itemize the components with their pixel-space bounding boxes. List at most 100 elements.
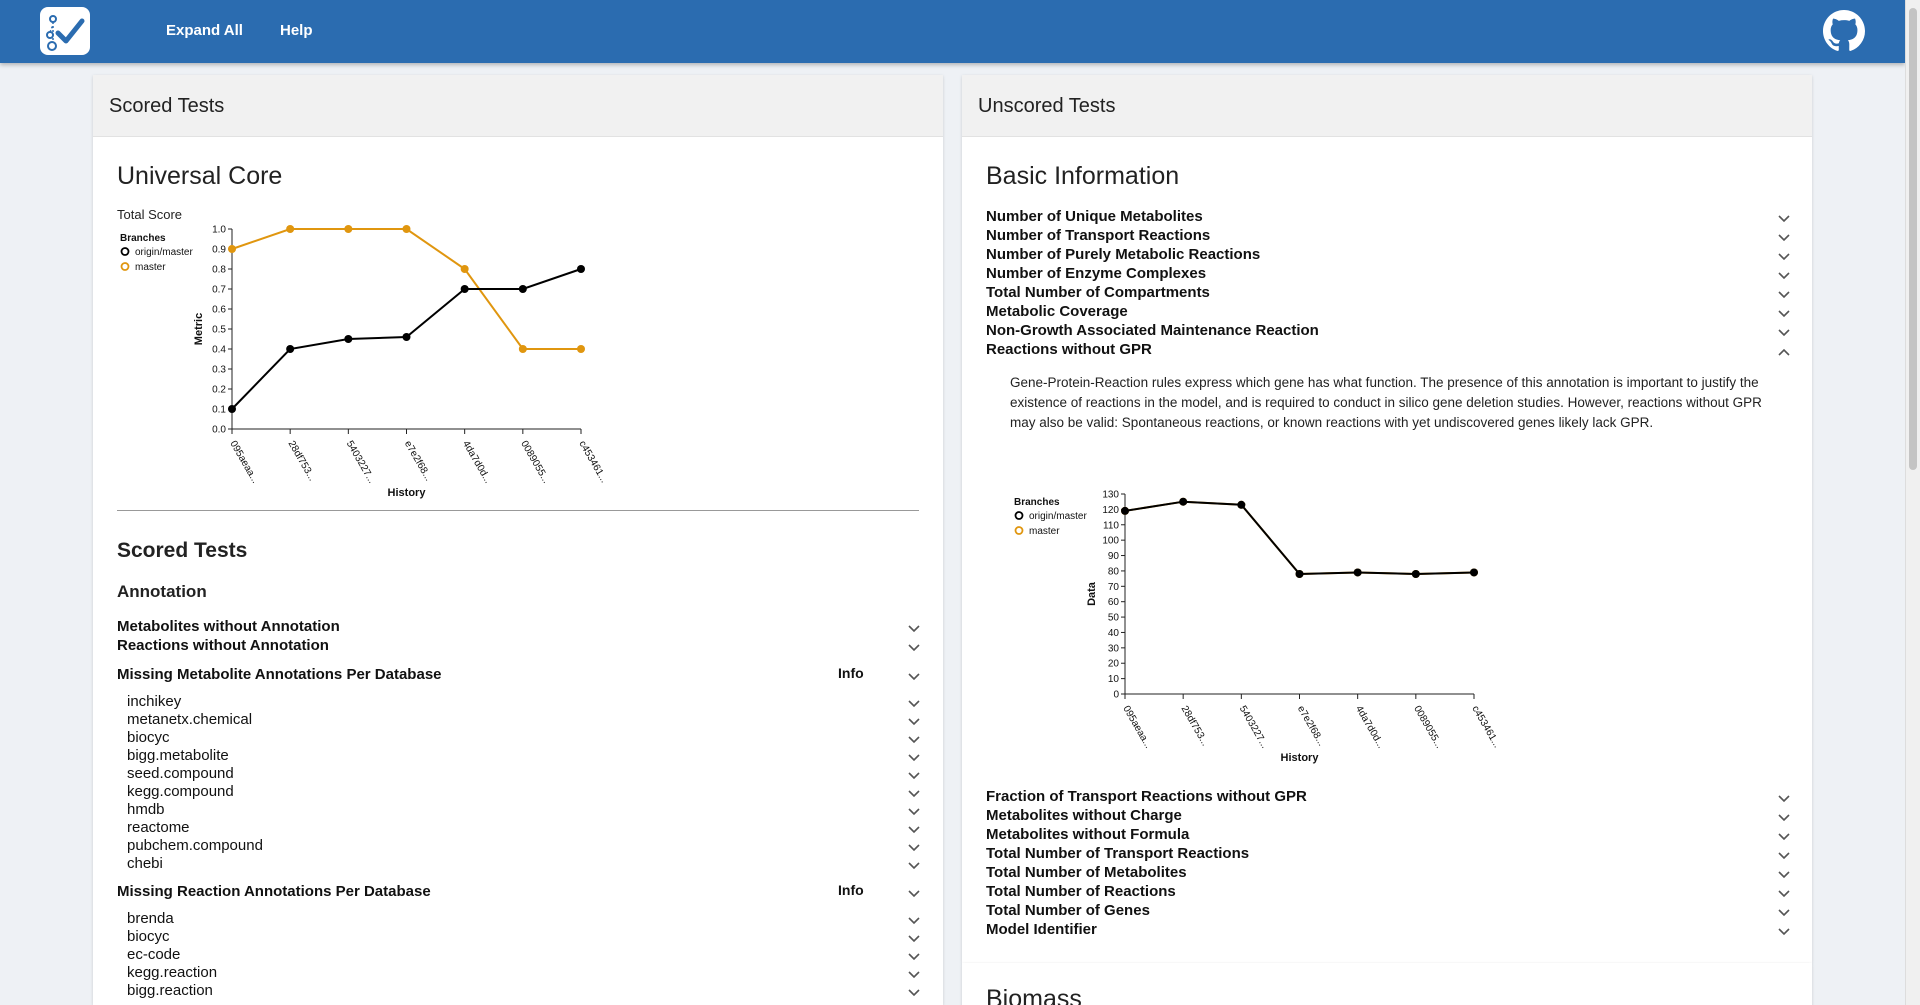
legend-marker [120,262,130,271]
chevron-down-icon[interactable] [907,934,921,944]
chevron-down-icon[interactable] [907,988,921,998]
y-tick-label: 0.4 [212,345,226,356]
metabolite-database-item[interactable]: pubchem.compound [127,837,263,854]
y-tick-label: 0.3 [212,365,226,376]
unscored-test-item[interactable]: Number of Purely Metabolic Reactions [986,246,1261,263]
y-tick-label: 0.7 [212,285,226,296]
chevron-down-icon[interactable] [907,735,921,745]
metabolite-database-item[interactable]: bigg.metabolite [127,747,229,764]
metabolite-database-item[interactable]: inchikey [127,693,182,710]
unscored-test-item[interactable]: Metabolic Coverage [986,303,1128,320]
universal-core-title: Universal Core [117,162,283,190]
chevron-down-icon[interactable] [907,970,921,980]
metabolite-database-item[interactable]: metanetx.chemical [127,711,253,728]
missing-reaction-info-button[interactable]: Info [838,882,864,898]
scored-test-item[interactable]: Metabolites without Annotation [117,618,340,635]
missing-reaction-annotations[interactable]: Missing Reaction Annotations Per Databas… [117,883,431,900]
chevron-down-icon[interactable] [907,643,921,653]
unscored-test-item[interactable]: Number of Transport Reactions [986,227,1211,244]
data-point [1470,568,1478,577]
y-tick-label: 0.9 [212,245,226,256]
chevron-down-icon[interactable] [907,916,921,926]
chevron-down-icon[interactable] [907,753,921,763]
unscored-test-item[interactable]: Total Number of Compartments [986,284,1210,301]
chevron-down-icon[interactable] [1777,813,1791,823]
unscored-test-item[interactable]: Total Number of Metabolites [986,864,1187,881]
unscored-test-item[interactable]: Number of Enzyme Complexes [986,265,1207,282]
chevron-down-icon[interactable] [907,771,921,781]
help-link[interactable]: Help [280,22,313,39]
reaction-database-item[interactable]: kegg.reaction [127,964,218,981]
chevron-down-icon[interactable] [1777,271,1791,281]
metabolite-database-item[interactable]: seed.compound [127,765,234,782]
chevron-down-icon[interactable] [1777,889,1791,899]
page-scrollbar[interactable] [1905,0,1920,1005]
unscored-test-item[interactable]: Non-Growth Associated Maintenance Reacti… [986,322,1319,339]
data-point [286,345,295,353]
y-tick-label: 0.1 [212,405,226,416]
missing-metabolite-info-button[interactable]: Info [838,665,864,681]
chevron-down-icon[interactable] [907,672,921,682]
unscored-test-item[interactable]: Total Number of Genes [986,902,1150,919]
y-tick-label: 10 [1108,674,1120,685]
unscored-test-item[interactable]: Reactions without GPR [986,341,1152,358]
data-point [577,265,585,273]
scrollbar-thumb[interactable] [1909,8,1917,470]
annotation-heading: Annotation [117,582,207,601]
chevron-down-icon[interactable] [907,699,921,709]
scored-test-item[interactable]: Reactions without Annotation [117,637,329,654]
y-tick-label: 50 [1108,613,1120,624]
gpr-description: Gene-Protein-Reaction rules express whic… [1010,375,1762,430]
metabolite-database-item[interactable]: chebi [127,855,163,872]
chevron-down-icon[interactable] [907,889,921,899]
chevron-down-icon[interactable] [907,807,921,817]
chevron-down-icon[interactable] [907,843,921,853]
chevron-down-icon[interactable] [1777,794,1791,804]
reaction-database-item[interactable]: bigg.reaction [127,982,213,999]
chevron-down-icon[interactable] [907,825,921,835]
data-point [460,285,469,293]
metabolite-database-item[interactable]: biocyc [127,729,170,746]
memote-logo[interactable] [40,7,90,55]
chevron-down-icon[interactable] [1777,290,1791,300]
chevron-down-icon[interactable] [1777,233,1791,243]
metabolite-database-item[interactable]: kegg.compound [127,783,234,800]
unscored-test-item[interactable]: Number of Unique Metabolites [986,208,1203,225]
unscored-test-item[interactable]: Total Number of Transport Reactions [986,845,1250,862]
y-axis-label: Data [1086,581,1098,606]
reaction-database-item[interactable]: ec-code [127,946,181,963]
chevron-down-icon[interactable] [1777,870,1791,880]
chevron-down-icon[interactable] [907,789,921,799]
chevron-down-icon[interactable] [1777,252,1791,262]
unscored-test-item[interactable]: Model Identifier [986,921,1097,938]
chevron-down-icon[interactable] [1777,927,1791,937]
metabolite-database-item[interactable]: hmdb [127,801,165,818]
chevron-down-icon[interactable] [1777,832,1791,842]
chevron-down-icon[interactable] [1777,309,1791,319]
x-tick-label: e7e2f68... [402,439,434,483]
reaction-database-item[interactable]: brenda [127,910,174,927]
unscored-test-item[interactable]: Fraction of Transport Reactions without … [986,788,1307,805]
chevron-down-icon[interactable] [1777,851,1791,861]
reaction-database-item[interactable]: biocyc [127,928,170,945]
metabolite-database-item[interactable]: reactome [127,819,190,836]
chevron-down-icon[interactable] [1777,908,1791,918]
chevron-down-icon[interactable] [907,624,921,634]
y-tick-label: 130 [1102,490,1119,501]
unscored-test-item[interactable]: Total Number of Reactions [986,883,1176,900]
chevron-down-icon[interactable] [1777,328,1791,338]
missing-metabolite-annotations[interactable]: Missing Metabolite Annotations Per Datab… [117,666,442,683]
logo-check-icon [46,15,85,51]
x-tick-label: 0089055... [1411,704,1444,750]
unscored-test-item[interactable]: Metabolites without Formula [986,826,1190,843]
chevron-down-icon[interactable] [907,861,921,871]
expand-all-link[interactable]: Expand All [166,22,243,39]
chevron-down-icon[interactable] [907,952,921,962]
chevron-up-icon[interactable] [1777,347,1791,357]
chevron-down-icon[interactable] [907,717,921,727]
x-tick-label: 28df753... [286,439,318,483]
unscored-test-item[interactable]: Metabolites without Charge [986,807,1182,824]
github-icon[interactable] [1823,10,1865,52]
chevron-down-icon[interactable] [1777,214,1791,224]
y-tick-label: 0.6 [212,305,226,316]
